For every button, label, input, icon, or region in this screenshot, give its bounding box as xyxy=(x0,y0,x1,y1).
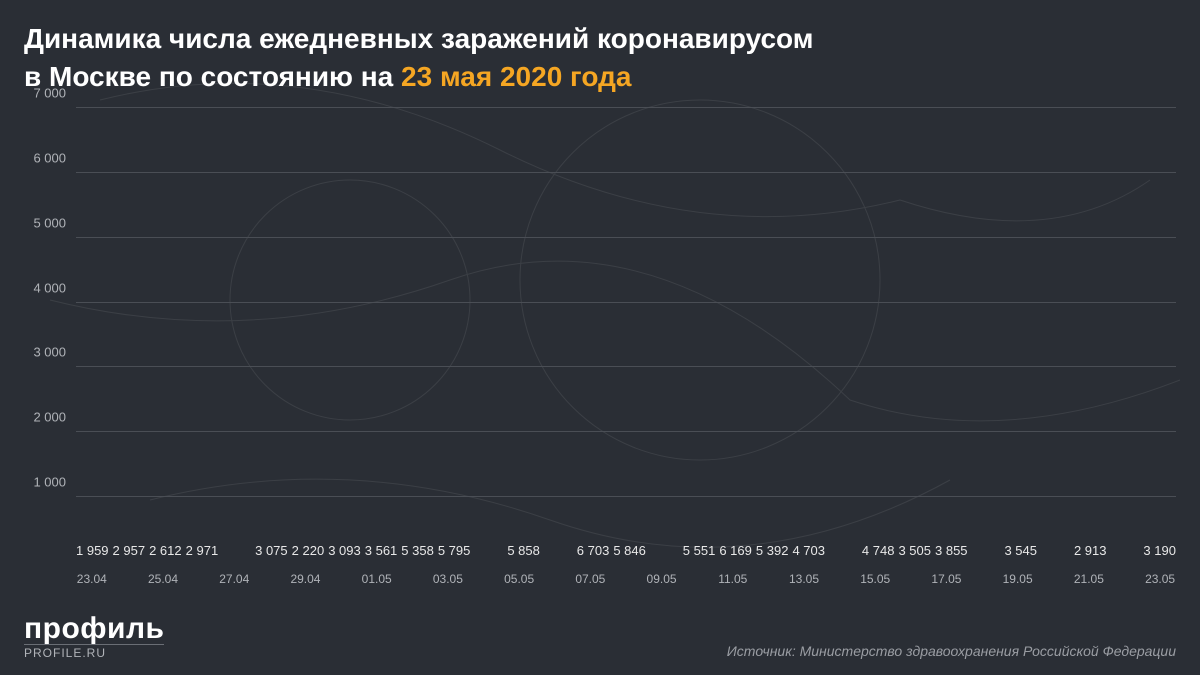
bar-slot: 2 971 xyxy=(186,543,219,562)
bar-slot: 3 561 xyxy=(365,543,398,562)
x-tick-label: 19.05 xyxy=(1002,566,1034,590)
y-tick-label: 5 000 xyxy=(33,215,66,230)
source-text: Источник: Министерство здравоохранения Р… xyxy=(727,643,1176,659)
bar-value-label: 2 612 xyxy=(149,543,182,558)
bar-value-label: 3 505 xyxy=(898,543,931,558)
bar-slot: 2 957 xyxy=(113,543,146,562)
bar-value-label: 3 545 xyxy=(1004,543,1037,558)
x-tick-label: 23.05 xyxy=(1144,566,1176,590)
bar-value-label: 2 957 xyxy=(113,543,146,558)
x-tick-label: 13.05 xyxy=(788,566,820,590)
x-tick-label: 17.05 xyxy=(931,566,963,590)
x-tick-label xyxy=(112,566,144,590)
x-tick-label: 09.05 xyxy=(646,566,678,590)
x-tick-label xyxy=(966,566,998,590)
bar-slot: 3 545 xyxy=(1004,543,1037,562)
x-tick-label: 27.04 xyxy=(218,566,250,590)
x-tick-label: 11.05 xyxy=(717,566,749,590)
y-tick-label: 4 000 xyxy=(33,280,66,295)
x-tick-label xyxy=(824,566,856,590)
bar-value-label: 2 220 xyxy=(292,543,325,558)
bar-value-label: 5 858 xyxy=(507,543,540,558)
bar-value-label: 3 855 xyxy=(935,543,968,558)
x-tick-label xyxy=(325,566,357,590)
x-tick-label xyxy=(183,566,215,590)
x-tick-label: 23.04 xyxy=(76,566,108,590)
x-tick-label: 21.05 xyxy=(1073,566,1105,590)
y-tick-label: 7 000 xyxy=(33,86,66,101)
bar-value-label: 3 561 xyxy=(365,543,398,558)
footer: профиль PROFILE.RU Источник: Министерств… xyxy=(24,614,1176,659)
bar-slot: 5 795 xyxy=(438,543,471,562)
x-tick-label: 25.04 xyxy=(147,566,179,590)
y-tick-label: 2 000 xyxy=(33,410,66,425)
bar-slot: 5 392 xyxy=(756,543,789,562)
x-tick-label: 03.05 xyxy=(432,566,464,590)
bar-slot: 5 358 xyxy=(401,543,434,562)
x-tick-label xyxy=(396,566,428,590)
logo-main: профиль xyxy=(24,614,164,644)
publisher-logo: профиль PROFILE.RU xyxy=(24,614,164,659)
title-line2-prefix: в Москве по состоянию на xyxy=(24,61,401,92)
bar-slot: 4 748 xyxy=(862,543,895,562)
bars-container: 1 959 2 9572 612 2 971 3 075 2 2203 093 3 561… xyxy=(76,108,1176,562)
title-line1: Динамика числа ежедневных заражений коро… xyxy=(24,23,813,54)
x-tick-label xyxy=(610,566,642,590)
x-tick-label xyxy=(1037,566,1069,590)
bar-slot: 5 551 xyxy=(683,543,716,562)
chart-container: 1 0002 0003 0004 0005 0006 0007 000 1 95… xyxy=(24,108,1176,590)
title-date-highlight: 23 мая 2020 года xyxy=(401,61,631,92)
bar-value-label: 5 392 xyxy=(756,543,789,558)
chart-title: Динамика числа ежедневных заражений коро… xyxy=(24,20,1176,96)
x-tick-label xyxy=(539,566,571,590)
bar-slot: 3 075 xyxy=(255,543,288,562)
y-tick-label: 1 000 xyxy=(33,475,66,490)
x-tick-label xyxy=(753,566,785,590)
x-tick-label xyxy=(681,566,713,590)
bar-value-label: 5 358 xyxy=(401,543,434,558)
bar-value-label: 2 913 xyxy=(1074,543,1107,558)
bar-value-label: 5 846 xyxy=(613,543,646,558)
bar-slot: 2 913 xyxy=(1074,543,1107,562)
x-tick-label xyxy=(1109,566,1141,590)
bar-value-label: 6 703 xyxy=(577,543,610,558)
bar-slot: 4 703 xyxy=(792,543,825,562)
plot-area: 1 959 2 9572 612 2 971 3 075 2 2203 093 3 561… xyxy=(76,108,1176,562)
logo-sub: PROFILE.RU xyxy=(24,644,164,659)
bar-slot: 6 703 xyxy=(577,543,610,562)
bar-slot: 3 093 xyxy=(328,543,361,562)
bar-value-label: 3 075 xyxy=(255,543,288,558)
y-tick-label: 3 000 xyxy=(33,345,66,360)
bar-slot: 3 855 xyxy=(935,543,968,562)
bar-value-label: 4 703 xyxy=(792,543,825,558)
bar-slot: 2 612 xyxy=(149,543,182,562)
bar-slot: 3 190 xyxy=(1143,543,1176,562)
x-tick-label: 07.05 xyxy=(575,566,607,590)
x-tick-label xyxy=(254,566,286,590)
x-tick-label: 01.05 xyxy=(361,566,393,590)
x-tick-label: 05.05 xyxy=(503,566,535,590)
bar-value-label: 4 748 xyxy=(862,543,895,558)
bar-value-label: 1 959 xyxy=(76,543,109,558)
y-tick-label: 6 000 xyxy=(33,150,66,165)
bar-slot: 1 959 xyxy=(76,543,109,562)
bar-value-label: 6 169 xyxy=(719,543,752,558)
bar-slot: 6 169 xyxy=(719,543,752,562)
bar-slot: 2 220 xyxy=(292,543,325,562)
x-tick-label xyxy=(468,566,500,590)
bar-value-label: 5 795 xyxy=(438,543,471,558)
bar-value-label: 5 551 xyxy=(683,543,716,558)
bar-value-label: 3 093 xyxy=(328,543,361,558)
y-axis: 1 0002 0003 0004 0005 0006 0007 000 xyxy=(24,108,72,562)
x-tick-label: 29.04 xyxy=(290,566,322,590)
x-tick-label: 15.05 xyxy=(859,566,891,590)
bar-value-label: 2 971 xyxy=(186,543,219,558)
x-axis: 23.04 25.04 27.04 29.04 01.05 03.05 05.05 07.05… xyxy=(76,566,1176,590)
bar-value-label: 3 190 xyxy=(1143,543,1176,558)
bar-slot: 5 846 xyxy=(613,543,646,562)
bar-slot: 5 858 xyxy=(507,543,540,562)
bar-slot: 3 505 xyxy=(898,543,931,562)
x-tick-label xyxy=(895,566,927,590)
